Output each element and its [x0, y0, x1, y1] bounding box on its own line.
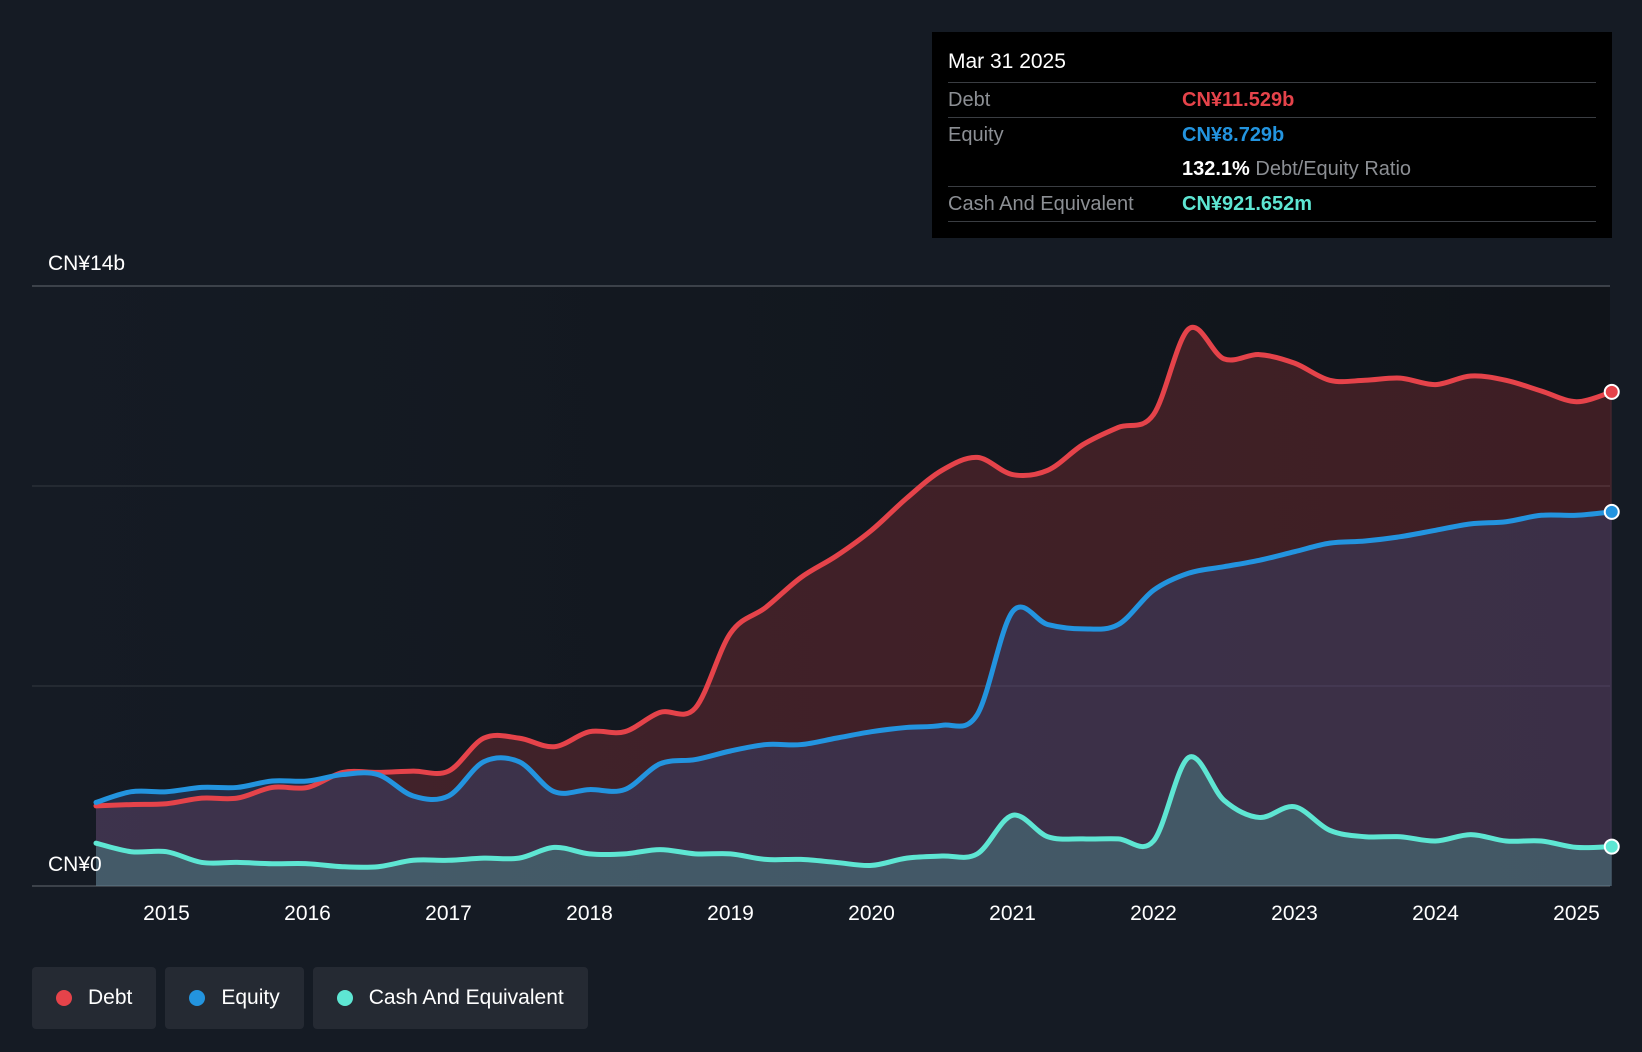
x-tick-label: 2022 [1130, 902, 1177, 925]
tooltip-row-equity: Equity CN¥8.729b [948, 117, 1596, 152]
x-tick-label: 2020 [848, 902, 895, 925]
area-cash-and-equivalent [96, 756, 1612, 886]
y-axis-min-label: CN¥0 [48, 853, 102, 876]
x-tick-label: 2018 [566, 902, 613, 925]
legend-debt-label: Debt [88, 986, 133, 1009]
tooltip-ratio-label: Debt/Equity Ratio [1255, 158, 1412, 180]
legend-item-debt[interactable]: Debt [32, 967, 157, 1029]
data-tooltip: Mar 31 2025 Debt CN¥11.529b Equity CN¥8.… [932, 32, 1612, 238]
end-marker-equity[interactable] [1603, 503, 1620, 520]
tooltip-cash-value: CN¥921.652m [1182, 193, 1313, 215]
line-equity [93, 509, 1615, 805]
legend-cash-label: Cash And Equivalent [368, 986, 564, 1009]
x-tick-label: 2017 [425, 902, 472, 925]
tooltip-cash-label: Cash And Equivalent [948, 193, 1134, 215]
tooltip-ratio: 132.1% Debt/Equity Ratio [1182, 152, 1411, 186]
x-tick-label: 2019 [707, 902, 754, 925]
area-equity [96, 511, 1612, 886]
x-tick-label: 2025 [1553, 902, 1600, 925]
tooltip-debt-value: CN¥11.529b [1182, 89, 1295, 111]
legend-equity-dot-icon [189, 990, 206, 1006]
tooltip-ratio-value: 132.1% [1182, 158, 1250, 180]
legend-equity-label: Equity [221, 986, 280, 1009]
legend-debt-dot-icon [56, 990, 72, 1006]
x-tick-label: 2021 [989, 902, 1036, 925]
end-marker-cash-and-equivalent[interactable] [1603, 838, 1620, 855]
tooltip-debt-label: Debt [948, 89, 991, 111]
x-tick-label: 2015 [143, 902, 190, 925]
tooltip-row-cash: Cash And Equivalent CN¥921.652m [948, 186, 1596, 222]
legend-cash-dot-icon [336, 990, 353, 1006]
line-cash-and-equivalent [93, 754, 1615, 870]
tooltip-row-ratio: 132.1% Debt/Equity Ratio [948, 152, 1596, 186]
tooltip-row-debt: Debt CN¥11.529b [948, 82, 1596, 117]
tooltip-equity-value: CN¥8.729b [1182, 124, 1285, 146]
x-tick-label: 2016 [284, 902, 331, 925]
end-marker-debt[interactable] [1603, 383, 1620, 400]
chart-legend: Debt Equity Cash And Equivalent [32, 967, 588, 1029]
x-tick-label: 2024 [1412, 902, 1459, 925]
tooltip-equity-label: Equity [948, 124, 1004, 146]
x-tick-label: 2023 [1271, 902, 1318, 925]
tooltip-date: Mar 31 2025 [948, 50, 1066, 73]
legend-item-cash[interactable]: Cash And Equivalent [312, 967, 588, 1029]
y-axis-max-label: CN¥14b [48, 252, 125, 275]
legend-item-equity[interactable]: Equity [165, 967, 304, 1029]
